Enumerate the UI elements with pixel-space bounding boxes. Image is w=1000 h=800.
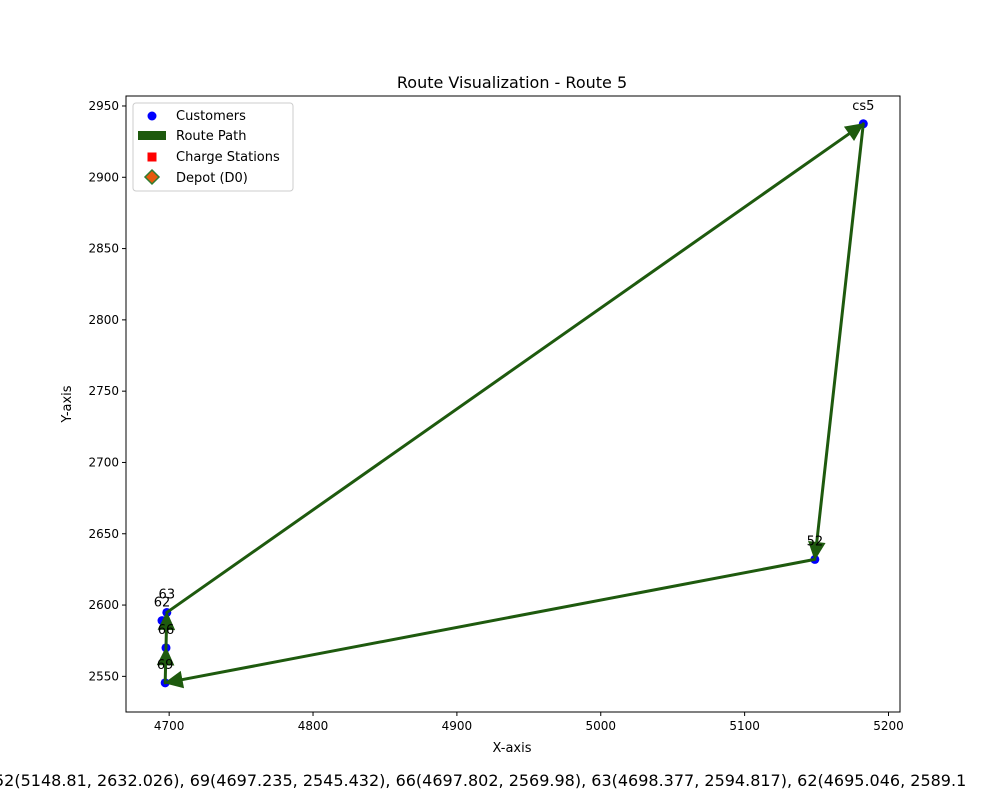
x-tick-label: 5100: [729, 719, 760, 733]
legend-customers-label: Customers: [176, 109, 246, 124]
route-coordinates-footer: 52(5148.81, 2632.026), 69(4697.235, 2545…: [0, 771, 966, 790]
route-segment: [165, 132, 851, 614]
route-arrowhead: [157, 611, 176, 631]
legend-depot-marker: [143, 168, 161, 186]
y-tick-label: 2850: [88, 242, 119, 256]
legend-customers-marker: [147, 111, 157, 121]
chart-title: Route Visualization - Route 5: [397, 73, 627, 92]
point-label: 63: [159, 587, 176, 602]
point-label: 66: [158, 623, 175, 638]
route-segment: [815, 122, 865, 544]
x-tick-label: 4800: [298, 719, 329, 733]
legend-charge-marker: [147, 152, 157, 162]
legend: Customers Route Path Charge Stations Dep…: [132, 102, 294, 192]
y-tick-label: 2650: [88, 527, 119, 541]
y-tick-label: 2950: [88, 99, 119, 113]
route-arrowhead: [156, 646, 175, 666]
route-segment: [180, 557, 817, 682]
route-arrowhead: [843, 123, 865, 142]
legend-frame: [132, 102, 294, 192]
y-axis-label: Y-axis: [60, 385, 75, 423]
route-arrowhead: [808, 541, 826, 561]
y-tick-label: 2800: [88, 313, 119, 327]
point-label: 69: [157, 658, 174, 673]
legend-depot-label: Depot (D0): [176, 171, 248, 186]
y-tick-label: 2550: [88, 669, 119, 683]
plot-frame: [125, 95, 901, 713]
plot-area: 4700 4800 4900 5000 5100 5200 2550 2600 2650 2700…: [88, 95, 904, 733]
point-label: 52: [807, 534, 824, 549]
route-arrowhead: [164, 670, 185, 689]
y-tick-label: 2600: [88, 598, 119, 612]
y-tick-label: 2700: [88, 455, 119, 469]
legend-route-label: Route Path: [176, 129, 246, 144]
x-tick-label: 5000: [585, 719, 616, 733]
point-label: cs5: [852, 99, 874, 114]
point-label: 62: [154, 596, 171, 611]
y-tick-label: 2900: [88, 170, 119, 184]
x-axis-label: X-axis: [493, 741, 532, 756]
legend-charge-label: Charge Stations: [176, 150, 280, 165]
x-tick-label: 4700: [154, 719, 185, 733]
x-tick-label: 5200: [873, 719, 904, 733]
legend-route-marker: [138, 131, 166, 140]
y-tick-label: 2750: [88, 384, 119, 398]
x-tick-label: 4900: [442, 719, 473, 733]
